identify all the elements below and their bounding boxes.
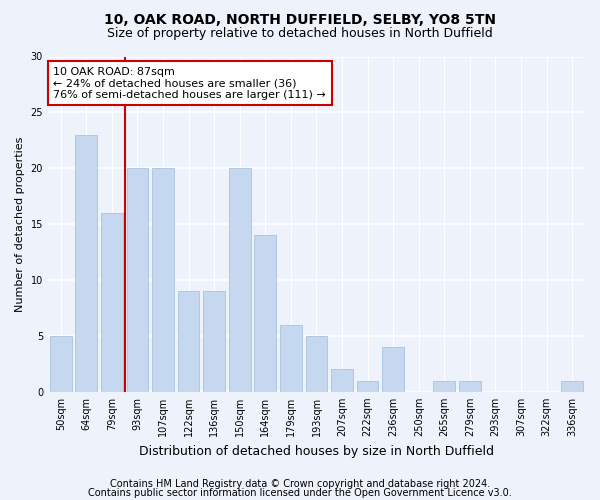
Bar: [331, 370, 353, 392]
Bar: [152, 168, 174, 392]
Text: 10 OAK ROAD: 87sqm
← 24% of detached houses are smaller (36)
76% of semi-detache: 10 OAK ROAD: 87sqm ← 24% of detached hou…: [53, 66, 326, 100]
Text: Size of property relative to detached houses in North Duffield: Size of property relative to detached ho…: [107, 28, 493, 40]
Bar: [562, 380, 583, 392]
Text: Contains HM Land Registry data © Crown copyright and database right 2024.: Contains HM Land Registry data © Crown c…: [110, 479, 490, 489]
Bar: [433, 380, 455, 392]
Bar: [305, 336, 328, 392]
Y-axis label: Number of detached properties: Number of detached properties: [15, 136, 25, 312]
Bar: [459, 380, 481, 392]
Bar: [254, 236, 276, 392]
Bar: [127, 168, 148, 392]
Bar: [178, 291, 199, 392]
Bar: [203, 291, 225, 392]
X-axis label: Distribution of detached houses by size in North Duffield: Distribution of detached houses by size …: [139, 444, 494, 458]
Bar: [229, 168, 251, 392]
Bar: [76, 134, 97, 392]
Bar: [50, 336, 71, 392]
Text: Contains public sector information licensed under the Open Government Licence v3: Contains public sector information licen…: [88, 488, 512, 498]
Text: 10, OAK ROAD, NORTH DUFFIELD, SELBY, YO8 5TN: 10, OAK ROAD, NORTH DUFFIELD, SELBY, YO8…: [104, 12, 496, 26]
Bar: [382, 347, 404, 392]
Bar: [280, 324, 302, 392]
Bar: [357, 380, 379, 392]
Bar: [101, 213, 123, 392]
